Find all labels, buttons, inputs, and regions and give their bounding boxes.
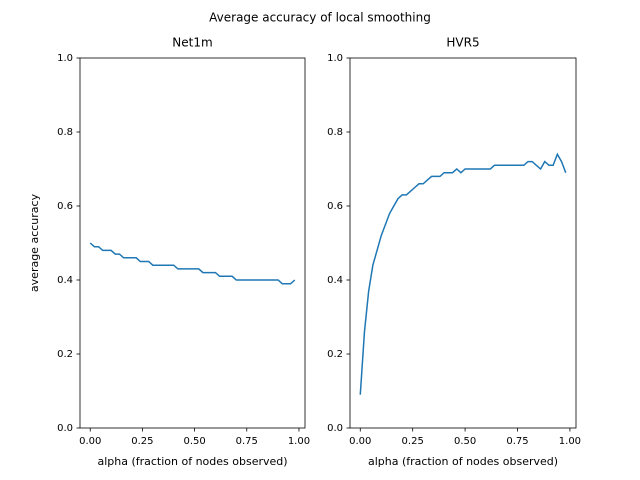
- y-tick-label: 0.0: [57, 423, 73, 434]
- x-tick-label: 0.00: [79, 436, 101, 447]
- x-tick-label: 0.25: [131, 436, 153, 447]
- axes-frame: [349, 57, 577, 429]
- y-tick-label: 1.0: [327, 53, 343, 64]
- line-series: [359, 152, 567, 395]
- x-tick-label: 1.00: [288, 436, 310, 447]
- y-tick-label: 0.2: [327, 349, 343, 360]
- x-tick-label: 0.75: [506, 436, 528, 447]
- y-tick-label: 0.2: [57, 349, 73, 360]
- subplot-title: Net1m: [172, 36, 212, 50]
- figure-title: Average accuracy of local smoothing: [209, 11, 431, 25]
- x-axis-label: alpha (fraction of nodes observed): [368, 455, 558, 468]
- y-axis-label: average accuracy: [28, 193, 41, 292]
- y-tick-label: 0.6: [327, 201, 343, 212]
- x-tick-label: 0.50: [183, 436, 205, 447]
- y-tick-label: 0.4: [57, 275, 73, 286]
- line-series: [89, 242, 296, 285]
- y-tick-label: 0.0: [327, 423, 343, 434]
- x-axis-label: alpha (fraction of nodes observed): [97, 455, 287, 468]
- y-tick-label: 0.8: [57, 127, 73, 138]
- y-tick-label: 0.8: [327, 127, 343, 138]
- x-tick-label: 0.25: [402, 436, 424, 447]
- y-tick-label: 0.4: [327, 275, 343, 286]
- x-tick-label: 1.00: [559, 436, 581, 447]
- axes-frame: [79, 57, 306, 429]
- subplot-title: HVR5: [446, 36, 479, 50]
- y-tick-label: 1.0: [57, 53, 73, 64]
- x-tick-label: 0.50: [454, 436, 476, 447]
- x-tick-label: 0.75: [236, 436, 258, 447]
- y-tick-label: 0.6: [57, 201, 73, 212]
- x-tick-label: 0.00: [349, 436, 371, 447]
